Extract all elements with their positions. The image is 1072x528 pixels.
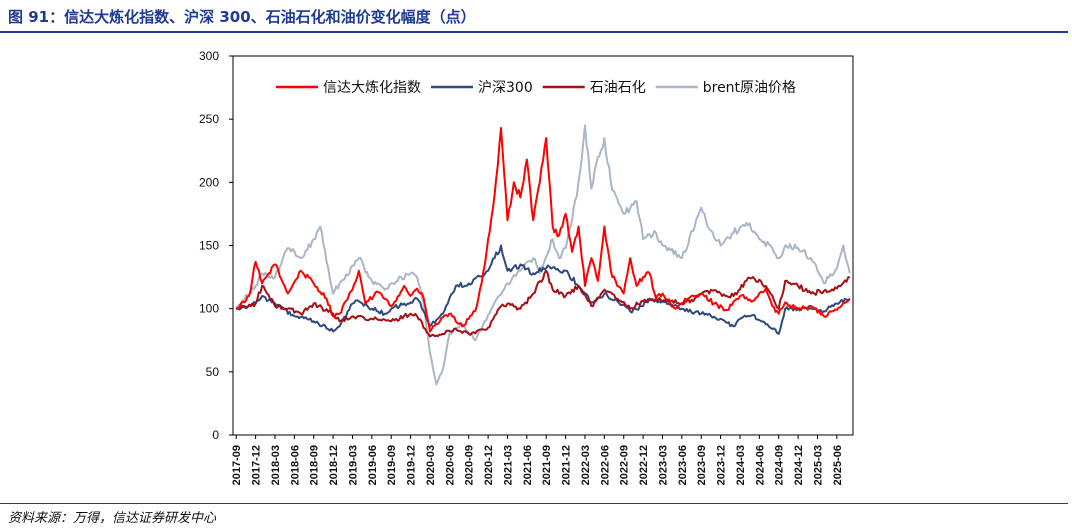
series-line-1 xyxy=(236,244,851,335)
x-tick-label: 2023-12 xyxy=(716,445,728,485)
x-tick-label: 2018-12 xyxy=(328,445,340,485)
x-tick-label: 2021-06 xyxy=(522,445,534,485)
x-tick-label: 2024-12 xyxy=(793,445,805,485)
y-tick-label: 300 xyxy=(199,49,219,63)
y-tick-label: 50 xyxy=(206,365,220,379)
x-tick-label: 2021-09 xyxy=(541,445,553,485)
x-tick-label: 2024-09 xyxy=(774,445,786,485)
x-tick-label: 2020-03 xyxy=(425,445,437,485)
x-tick-label: 2021-12 xyxy=(561,445,573,485)
y-tick-label: 200 xyxy=(199,175,219,189)
y-tick-label: 150 xyxy=(199,239,219,253)
x-tick-label: 2022-12 xyxy=(638,445,650,485)
x-tick-label: 2025-03 xyxy=(812,445,824,485)
title-underline xyxy=(0,31,1068,33)
x-tick-label: 2020-12 xyxy=(483,445,495,485)
series-line-0 xyxy=(236,127,851,333)
x-tick-label: 2017-12 xyxy=(251,445,263,485)
legend-label-0: 信达大炼化指数 xyxy=(323,80,421,96)
x-tick-label: 2020-06 xyxy=(444,445,456,485)
x-axis: 2017-09 2017-12 2018-03 2018-06 2018-09 2018-… xyxy=(231,435,844,485)
y-axis: 0 50 100 150 200 250 300 xyxy=(199,49,233,442)
x-tick-label: 2023-09 xyxy=(696,445,708,485)
x-tick-label: 2023-06 xyxy=(677,445,689,485)
series-line-3 xyxy=(235,124,851,386)
figure-title: 图 91：信达大炼化指数、沪深 300、石油石化和油价变化幅度（点） xyxy=(8,8,476,26)
x-tick-label: 2024-03 xyxy=(735,445,747,485)
x-tick-label: 2022-06 xyxy=(599,445,611,485)
legend-label-1: 沪深300 xyxy=(478,80,533,96)
x-tick-label: 2022-03 xyxy=(580,445,592,485)
x-tick-label: 2017-09 xyxy=(231,445,243,485)
x-tick-label: 2020-09 xyxy=(464,445,476,485)
x-tick-label: 2019-09 xyxy=(386,445,398,485)
plot-area-frame xyxy=(232,55,854,436)
x-tick-label: 2021-03 xyxy=(502,445,514,485)
legend: 信达大炼化指数 沪深300 石油石化 brent原油价格 xyxy=(276,80,796,96)
x-tick-label: 2019-06 xyxy=(367,445,379,485)
legend-label-2: 石油石化 xyxy=(590,80,646,96)
x-tick-label: 2019-12 xyxy=(406,445,418,485)
x-tick-label: 2022-09 xyxy=(619,445,631,485)
x-tick-label: 2025-06 xyxy=(832,445,844,485)
y-tick-label: 0 xyxy=(212,428,219,442)
x-tick-label: 2019-03 xyxy=(347,445,359,485)
y-tick-label: 250 xyxy=(199,112,219,126)
source-divider xyxy=(0,503,1068,504)
series-line-2 xyxy=(235,269,850,338)
legend-label-3: brent原油价格 xyxy=(703,80,796,96)
x-tick-label: 2018-09 xyxy=(309,445,321,485)
x-tick-label: 2024-06 xyxy=(754,445,766,485)
x-tick-label: 2018-06 xyxy=(289,445,301,485)
series-lines xyxy=(235,124,851,386)
source-note: 资料来源：万得，信达证券研发中心 xyxy=(8,511,217,526)
y-tick-label: 100 xyxy=(199,302,219,316)
x-tick-label: 2023-03 xyxy=(657,445,669,485)
x-tick-label: 2018-03 xyxy=(270,445,282,485)
